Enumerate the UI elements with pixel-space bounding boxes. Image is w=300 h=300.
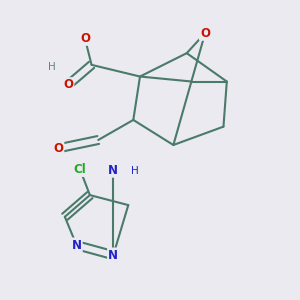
Text: N: N bbox=[108, 249, 118, 262]
Text: N: N bbox=[71, 239, 82, 252]
Text: H: H bbox=[131, 166, 139, 176]
Text: O: O bbox=[80, 32, 90, 45]
Text: H: H bbox=[48, 61, 56, 71]
Text: O: O bbox=[63, 78, 73, 92]
Text: O: O bbox=[53, 142, 63, 155]
Text: N: N bbox=[108, 164, 118, 176]
Text: O: O bbox=[200, 27, 210, 40]
Text: Cl: Cl bbox=[74, 163, 86, 176]
